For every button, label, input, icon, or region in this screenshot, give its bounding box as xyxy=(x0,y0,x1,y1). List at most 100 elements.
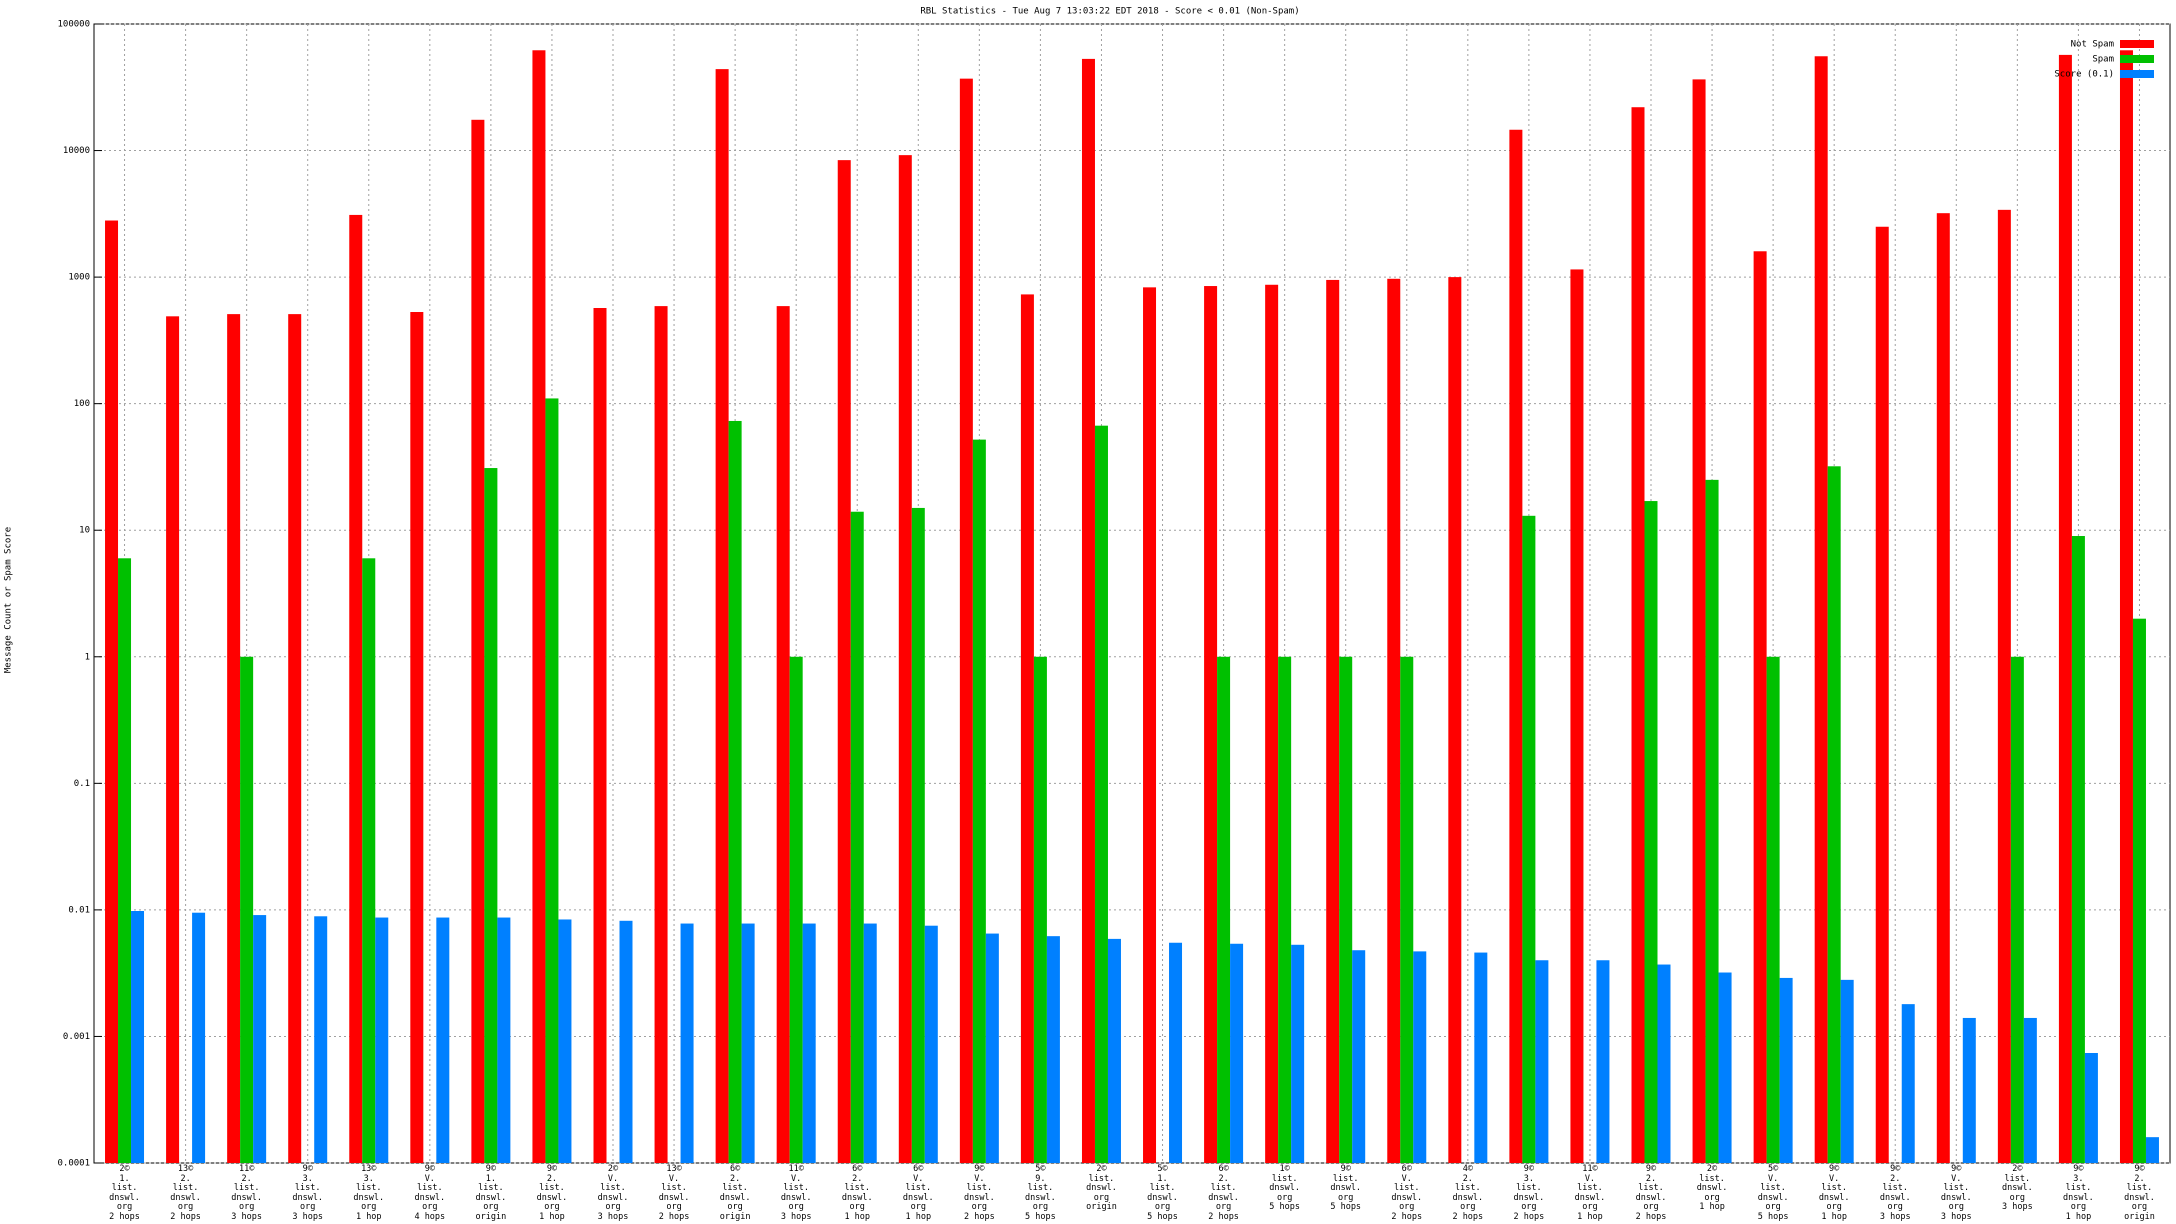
bar xyxy=(2145,1137,2159,1163)
x-tick-label: 6© V. list. dnswl. org 1 hop xyxy=(902,1164,934,1222)
bar xyxy=(1291,944,1305,1163)
x-tick-label: 11© 2. list. dnswl. org 3 hops xyxy=(231,1164,262,1222)
bar xyxy=(1705,479,1719,1163)
bar xyxy=(1046,936,1060,1163)
bar xyxy=(837,160,851,1163)
bar xyxy=(1692,79,1706,1163)
x-tick-label: 6© 2. list. dnswl. org origin xyxy=(719,1164,751,1222)
bar xyxy=(1535,960,1549,1163)
bar xyxy=(192,912,206,1163)
x-tick-label: 5© 9. list. dnswl. org 5 hops xyxy=(1025,1164,1056,1222)
bar xyxy=(1631,107,1645,1163)
x-tick-label: 6© V. list. dnswl. org 2 hops xyxy=(1391,1164,1423,1222)
bar xyxy=(863,923,877,1163)
bar xyxy=(850,511,864,1164)
bar xyxy=(776,306,790,1163)
bar xyxy=(484,468,498,1163)
x-tick-label: 4© 2. list. dnswl. org 2 hops xyxy=(1452,1164,1484,1222)
bar xyxy=(1265,284,1279,1164)
bar xyxy=(2058,54,2072,1164)
bar xyxy=(898,155,912,1163)
bar xyxy=(2132,618,2146,1163)
plot-frame xyxy=(93,23,2171,1164)
y-tick-label: 100000 xyxy=(57,20,90,30)
bar xyxy=(227,314,241,1163)
bar xyxy=(1400,656,1414,1163)
bar xyxy=(972,439,986,1163)
bar xyxy=(288,314,302,1163)
bar xyxy=(911,507,925,1163)
legend-label: Not Spam xyxy=(2071,40,2114,50)
y-tick-label: 10 xyxy=(79,526,90,536)
bar xyxy=(1169,942,1183,1163)
bar xyxy=(1962,1017,1976,1163)
bar xyxy=(1657,964,1671,1163)
bar xyxy=(1570,269,1584,1164)
x-tick-label: 9© 2. list. dnswl. org 2 hops xyxy=(1635,1164,1667,1222)
bar xyxy=(558,919,572,1163)
bar xyxy=(1081,58,1095,1164)
x-tick-label: 9© V. list. dnswl. org 2 hops xyxy=(963,1164,995,1222)
bar xyxy=(1509,129,1523,1164)
y-tick-label: 0.0001 xyxy=(57,1159,90,1169)
bar xyxy=(471,119,485,1164)
bar xyxy=(1339,656,1353,1163)
x-tick-label: 5© 1. list. dnswl. org 5 hops xyxy=(1147,1164,1178,1222)
bar xyxy=(1875,226,1889,1164)
bar xyxy=(2010,656,2024,1163)
bar xyxy=(1326,279,1340,1163)
bar xyxy=(314,916,328,1163)
bar xyxy=(166,316,180,1164)
bar xyxy=(375,917,389,1163)
x-tick-label: 1© list. dnswl. org 5 hops xyxy=(1269,1164,1300,1213)
bar xyxy=(105,220,119,1164)
x-tick-label: 13© V. list. dnswl. org 2 hops xyxy=(658,1164,690,1222)
bar xyxy=(1997,209,2011,1164)
bar xyxy=(1766,656,1780,1163)
x-tick-label: 9© V. list. dnswl. org 1 hop xyxy=(1818,1164,1850,1222)
bar xyxy=(654,306,668,1163)
y-axis-label: Message Count or Spam Score xyxy=(4,527,14,673)
x-tick-label: 6© 2. list. dnswl. org 1 hop xyxy=(841,1164,873,1222)
bar xyxy=(410,312,424,1164)
bar xyxy=(2071,536,2085,1163)
bar xyxy=(593,308,607,1164)
bar xyxy=(959,78,973,1163)
bar xyxy=(436,917,450,1163)
y-tick-label: 1 xyxy=(85,652,90,662)
x-tick-label: 6© 2. list. dnswl. org 2 hops xyxy=(1208,1164,1239,1222)
x-tick-label: 2© list. dnswl. org origin xyxy=(1086,1164,1117,1213)
x-tick-label: 2© list. dnswl. org 3 hops xyxy=(2001,1164,2033,1213)
x-tick-label: 5© V. list. dnswl. org 5 hops xyxy=(1757,1164,1789,1222)
bar xyxy=(1840,979,1854,1163)
bar xyxy=(2084,1052,2098,1163)
bar xyxy=(1936,213,1950,1163)
x-tick-label: 9© 3. list. dnswl. org 3 hops xyxy=(292,1164,324,1222)
x-tick-label: 9© 2. list. dnswl. org 3 hops xyxy=(1879,1164,1911,1222)
bar xyxy=(1094,425,1108,1163)
x-tick-label: 13© 3. list. dnswl. org 1 hop xyxy=(353,1164,385,1222)
bar xyxy=(1387,278,1401,1163)
y-tick-label: 0.1 xyxy=(74,779,90,789)
x-tick-label: 9© V. list. dnswl. org 4 hops xyxy=(414,1164,446,1222)
bar xyxy=(728,420,742,1163)
bar xyxy=(1033,656,1047,1163)
bar xyxy=(1217,656,1231,1163)
bar xyxy=(1522,515,1536,1163)
x-tick-label: 9© V. list. dnswl. org 3 hops xyxy=(1940,1164,1972,1222)
bar xyxy=(1413,951,1427,1163)
bar xyxy=(802,923,816,1163)
bar xyxy=(789,656,803,1163)
bar xyxy=(349,214,363,1163)
bar xyxy=(1278,656,1292,1163)
bar xyxy=(497,917,511,1163)
bar xyxy=(2023,1017,2037,1163)
y-tick-label: 0.001 xyxy=(63,1032,90,1042)
bar xyxy=(131,910,145,1163)
bar xyxy=(924,925,938,1163)
bar xyxy=(741,923,755,1163)
y-tick-label: 100 xyxy=(74,399,90,409)
x-tick-label: 2© list. dnswl. org 1 hop xyxy=(1696,1164,1728,1213)
legend-swatch xyxy=(2120,70,2154,78)
